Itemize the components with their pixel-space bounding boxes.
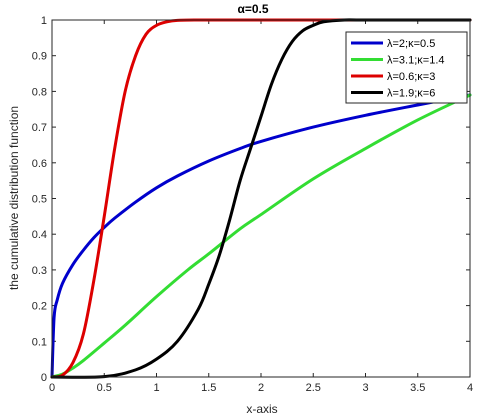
y-tick-label: 0.8 [32,86,47,98]
y-tick-label: 0.4 [32,229,47,241]
x-tick-label: 1 [153,382,159,394]
x-tick-label: 3 [362,382,368,394]
y-tick-label: 0 [41,372,47,384]
x-tick-label: 4 [467,382,473,394]
y-tick-label: 0.3 [32,265,47,277]
chart-title: α=0.5 [237,2,268,16]
x-tick-label: 0.5 [97,382,112,394]
x-tick-label: 2.5 [306,382,321,394]
y-tick-label: 0.6 [32,158,47,170]
x-tick-label: 0 [49,382,55,394]
x-tick-label: 3.5 [410,382,425,394]
legend-label: λ=1.9;κ=6 [387,88,435,100]
x-tick-label: 2 [258,382,264,394]
y-tick-label: 0.1 [32,336,47,348]
y-tick-label: 0.7 [32,122,47,134]
y-tick-label: 0.9 [32,51,47,63]
legend-label: λ=2;κ=0.5 [387,38,435,50]
legend-label: λ=3.1;κ=1.4 [387,55,445,67]
x-axis-label: x-axis [246,402,277,416]
x-axis-ticks: 0 0.5 1 1.5 2 2.5 3 3.5 4 [49,20,473,394]
series-line-4 [50,18,472,379]
y-tick-label: 0.5 [32,194,47,206]
legend: λ=2;κ=0.5 λ=3.1;κ=1.4 λ=0.6;κ=3 λ=1.9;κ=6 [345,31,468,104]
y-axis-ticks: 0 0.1 0.2 0.3 0.4 0.5 0.6 0.7 0.8 0.9 1 [32,15,470,384]
x-tick-label: 1.5 [201,382,216,394]
y-tick-label: 0.2 [32,301,47,313]
y-tick-label: 1 [41,15,47,27]
series-line-2 [50,93,472,379]
series-line-1 [50,93,472,379]
legend-label: λ=0.6;κ=3 [387,71,435,83]
plot-frame [51,19,471,378]
y-axis-label: the cumulative distribution function [7,106,21,290]
